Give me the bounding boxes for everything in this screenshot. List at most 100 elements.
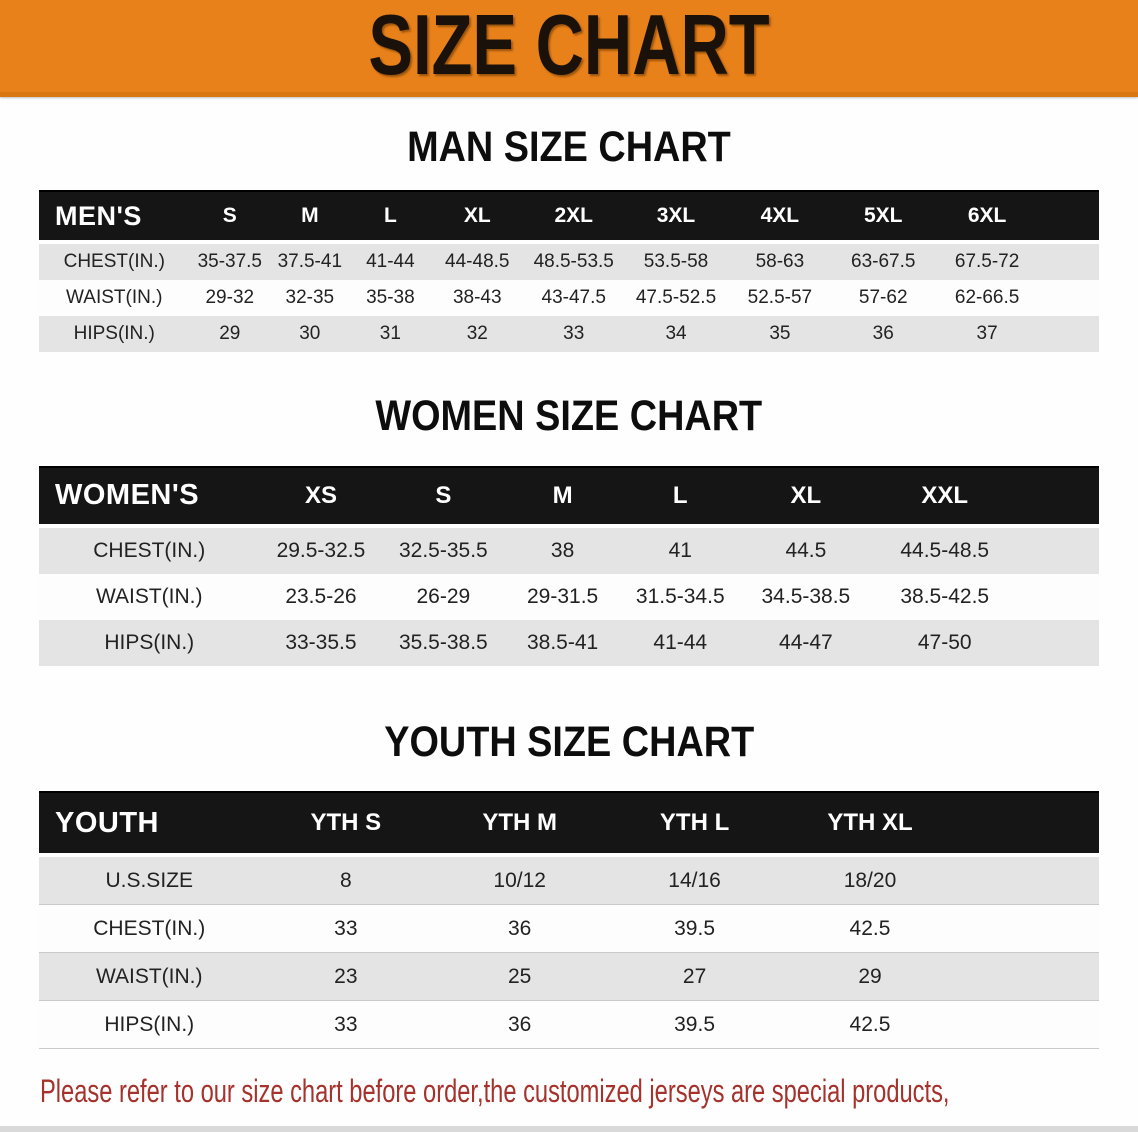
measurement-row-label: WAIST(IN.) [39, 953, 260, 1002]
measurement-cell: 38.5-42.5 [872, 573, 1018, 620]
measurement-row-label: WAIST(IN.) [39, 573, 260, 620]
measurement-cell: 41 [620, 527, 740, 574]
measurement-cell: 62-66.5 [934, 280, 1040, 317]
filler-cell [1017, 573, 1099, 620]
measurement-row: HIPS(IN.) 33-35.5 35.5-38.5 38.5-41 41-44 44-… [39, 619, 1099, 666]
size-column-header: XL [431, 190, 524, 245]
measurement-cell: 67.5-72 [934, 244, 1040, 281]
measurement-cell: 29 [189, 316, 271, 353]
size-column-header: S [382, 465, 505, 528]
women-size-section: WOMEN SIZE CHART WOMEN'S XS S M L XL XXL CHEST(… [0, 392, 1138, 666]
measurement-cell: 48.5-53.5 [523, 244, 625, 281]
measurement-cell: 23.5-26 [259, 573, 383, 620]
filler-cell [957, 953, 1099, 1002]
measurement-row: CHEST(IN.) 35-37.5 37.5-41 41-44 44-48.5 48.5… [39, 244, 1099, 281]
measurement-row-label: HIPS(IN.) [39, 316, 190, 353]
size-column-header: 5XL [831, 190, 935, 245]
measurement-row: U.S.SIZE 8 10/12 14/16 18/20 [39, 857, 1099, 906]
measurement-row: WAIST(IN.) 23 25 27 29 [39, 953, 1099, 1002]
measurement-cell: 39.5 [607, 1001, 783, 1050]
disclaimer-line-1: Please refer to our size chart before or… [40, 1073, 950, 1110]
measurement-cell: 32.5-35.5 [382, 527, 505, 574]
men-section-heading: MAN SIZE CHART [0, 123, 1138, 172]
measurement-cell: 18/20 [782, 857, 958, 906]
measurement-cell: 31 [349, 316, 432, 353]
measurement-cell: 33-35.5 [259, 619, 383, 666]
size-column-header: YTH L [607, 791, 783, 858]
youth-size-section: YOUTH SIZE CHART YOUTH YTH S YTH M YTH L YTH… [0, 718, 1138, 1050]
filler-cell [957, 905, 1099, 954]
measurement-cell: 39.5 [607, 905, 783, 954]
filler-cell [1017, 527, 1099, 574]
size-column-header: 6XL [934, 190, 1040, 245]
size-column-header: YTH S [259, 791, 433, 858]
measurement-cell: 58-63 [727, 244, 832, 281]
measurement-cell: 38-43 [431, 280, 524, 317]
women-section-heading-text: WOMEN SIZE CHART [375, 392, 763, 441]
women-section-heading: WOMEN SIZE CHART [0, 392, 1138, 441]
size-column-header: XL [739, 465, 873, 528]
size-column-header: L [620, 465, 740, 528]
measurement-cell: 29 [782, 953, 958, 1002]
measurement-cell: 42.5 [782, 905, 958, 954]
size-column-header: M [504, 465, 621, 528]
women-size-table: WOMEN'S XS S M L XL XXL CHEST(IN.) 29.5-32.5 32.5… [39, 465, 1099, 666]
measurement-cell: 38 [504, 527, 621, 574]
measurement-row-label: WAIST(IN.) [39, 280, 190, 317]
measurement-cell: 44-48.5 [431, 244, 524, 281]
measurement-cell: 42.5 [782, 1001, 958, 1050]
measurement-cell: 37 [934, 316, 1040, 353]
disclaimer: Please refer to our size chart before or… [40, 1071, 1138, 1132]
measurement-cell: 29-31.5 [504, 573, 621, 620]
charts-area: MAN SIZE CHART MEN'S S M L XL 2XL 3XL 4XL 5XL 6XL… [0, 123, 1138, 1050]
measurement-cell: 32 [431, 316, 524, 353]
banner: SIZE CHART [0, 0, 1138, 97]
measurement-row: CHEST(IN.) 29.5-32.5 32.5-35.5 38 41 44.5 44.5… [39, 527, 1099, 574]
size-column-header: XXL [872, 465, 1018, 528]
measurement-cell: 41-44 [620, 619, 740, 666]
measurement-cell: 35.5-38.5 [382, 619, 505, 666]
size-header-row: WOMEN'S XS S M L XL XXL [39, 465, 1099, 528]
measurement-cell: 57-62 [831, 280, 935, 317]
measurement-cell: 36 [432, 1001, 608, 1050]
measurement-cell: 10/12 [432, 857, 608, 906]
measurement-cell: 34.5-38.5 [739, 573, 873, 620]
measurement-row: WAIST(IN.) 29-32 32-35 35-38 38-43 43-47.5 47.… [39, 280, 1099, 317]
youth-section-heading: YOUTH SIZE CHART [0, 718, 1138, 767]
measurement-cell: 32-35 [270, 280, 350, 317]
measurement-cell: 26-29 [382, 573, 505, 620]
measurement-cell: 23 [259, 953, 433, 1002]
size-column-header: 2XL [523, 190, 625, 245]
measurement-cell: 52.5-57 [727, 280, 832, 317]
filler-cell [1039, 316, 1099, 353]
measurement-cell: 30 [270, 316, 350, 353]
group-label: WOMEN'S [39, 465, 260, 528]
filler-cell [1017, 619, 1099, 666]
measurement-cell: 36 [432, 905, 608, 954]
measurement-cell: 35 [727, 316, 832, 353]
measurement-cell: 43-47.5 [523, 280, 625, 317]
size-column-header: S [189, 190, 271, 245]
group-label: MEN'S [39, 190, 190, 245]
measurement-row: WAIST(IN.) 23.5-26 26-29 29-31.5 31.5-34.5 34… [39, 573, 1099, 620]
measurement-row-label: CHEST(IN.) [39, 905, 260, 954]
size-column-header: YTH M [432, 791, 608, 858]
measurement-cell: 38.5-41 [504, 619, 621, 666]
size-column-header: L [349, 190, 432, 245]
measurement-row: CHEST(IN.) 33 36 39.5 42.5 [39, 905, 1099, 954]
measurement-cell: 47.5-52.5 [624, 280, 728, 317]
measurement-cell: 44.5-48.5 [872, 527, 1018, 574]
measurement-cell: 14/16 [607, 857, 783, 906]
measurement-row: HIPS(IN.) 29 30 31 32 33 34 35 36 37 [39, 316, 1099, 353]
youth-size-table: YOUTH YTH S YTH M YTH L YTH XL U.S.SIZE 8 10/12… [39, 791, 1099, 1050]
measurement-cell: 36 [831, 316, 935, 353]
measurement-cell: 31.5-34.5 [620, 573, 740, 620]
banner-title: SIZE CHART [368, 0, 770, 94]
measurement-cell: 25 [432, 953, 608, 1002]
filler-cell [957, 857, 1099, 906]
size-header-row: YOUTH YTH S YTH M YTH L YTH XL [39, 791, 1099, 858]
measurement-cell: 34 [624, 316, 728, 353]
measurement-row-label: HIPS(IN.) [39, 1001, 260, 1050]
size-column-header: 3XL [624, 190, 728, 245]
